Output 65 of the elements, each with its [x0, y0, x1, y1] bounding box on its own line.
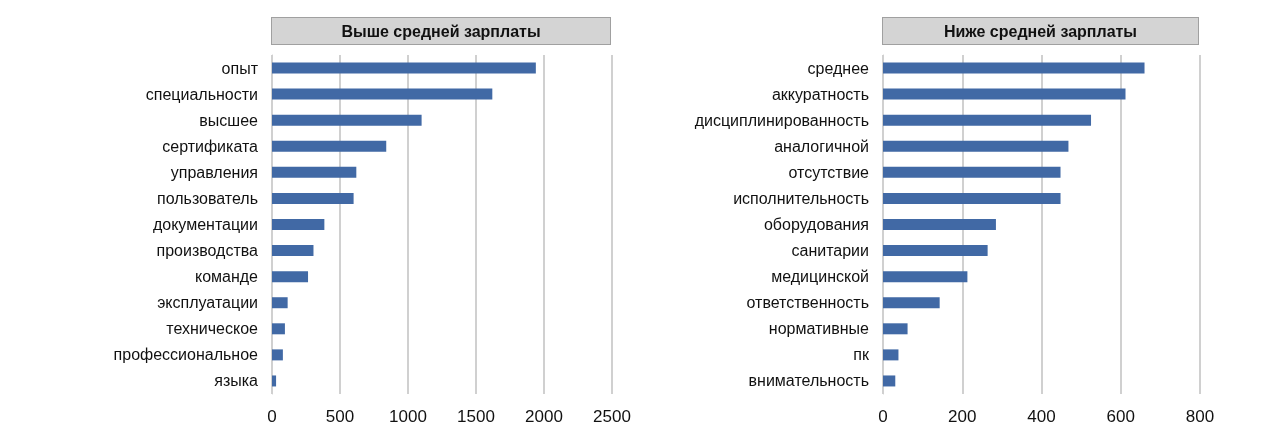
y-tick-label: сертификата [162, 137, 259, 155]
x-tick-label: 0 [267, 407, 277, 426]
y-tick-label: производства [156, 242, 259, 260]
x-tick-label: 400 [1027, 407, 1056, 426]
bar [883, 349, 899, 361]
y-tick-label: аккуратность [771, 85, 869, 103]
bar [883, 166, 1061, 178]
bar [272, 271, 309, 283]
x-tick-label: 0 [878, 407, 888, 426]
y-tick-label: медицинской [771, 268, 869, 286]
y-tick-label: аналогичной [774, 137, 869, 155]
y-tick-label: дисциплинированность [694, 111, 869, 129]
bar [883, 140, 1069, 152]
y-tick-label: профессиональное [113, 346, 259, 364]
y-tick-label: исполнительность [733, 189, 869, 207]
chart-title: Ниже средней зарплаты [943, 22, 1138, 40]
y-tick-label: оборудования [763, 216, 869, 233]
bar [272, 245, 314, 257]
bar [883, 271, 968, 283]
bar [883, 88, 1126, 100]
x-tick-label: 500 [325, 407, 355, 426]
bar [883, 245, 988, 257]
y-tick-label: команде [194, 268, 259, 286]
y-tick-label: ответственность [746, 294, 869, 312]
y-tick-label: среднее [807, 59, 870, 77]
y-tick-label: санитарии [791, 242, 869, 260]
x-tick-label: 600 [1106, 407, 1135, 426]
y-tick-label: высшее [199, 111, 259, 129]
bar [272, 62, 536, 74]
y-tick-label: опыт [221, 59, 259, 77]
bar [883, 219, 996, 230]
bar [272, 375, 277, 387]
x-tick-label: 2500 [593, 407, 631, 426]
bar [272, 114, 422, 126]
bar [883, 297, 940, 309]
bar [883, 62, 1145, 74]
y-tick-label: языка [214, 372, 259, 390]
y-tick-label: пользователь [157, 189, 258, 207]
y-tick-label: управления [170, 163, 258, 181]
x-tick-label: 2000 [525, 407, 563, 426]
bar [883, 323, 908, 335]
bar [272, 192, 354, 204]
bar [272, 349, 283, 361]
bar [272, 140, 387, 152]
y-tick-label: техническое [166, 320, 259, 338]
chart-title: Выше средней зарплаты [341, 22, 541, 40]
bar [272, 166, 357, 178]
bar [883, 114, 1092, 126]
bar [272, 219, 325, 230]
y-tick-label: документации [152, 216, 258, 233]
y-tick-label: отсутствие [788, 163, 870, 181]
y-tick-label: внимательность [748, 372, 869, 390]
y-tick-label: нормативные [768, 320, 870, 338]
bar [272, 297, 288, 309]
y-tick-label: специальности [145, 85, 258, 103]
bar [883, 192, 1061, 204]
bar [883, 375, 896, 387]
x-tick-label: 1000 [389, 407, 427, 426]
y-tick-label: пк [853, 346, 870, 364]
bar [272, 88, 493, 100]
y-tick-label: эксплуатации [157, 294, 258, 312]
x-tick-label: 800 [1185, 407, 1215, 426]
x-tick-label: 200 [948, 407, 977, 426]
x-tick-label: 1500 [457, 407, 495, 426]
bar [272, 323, 285, 335]
